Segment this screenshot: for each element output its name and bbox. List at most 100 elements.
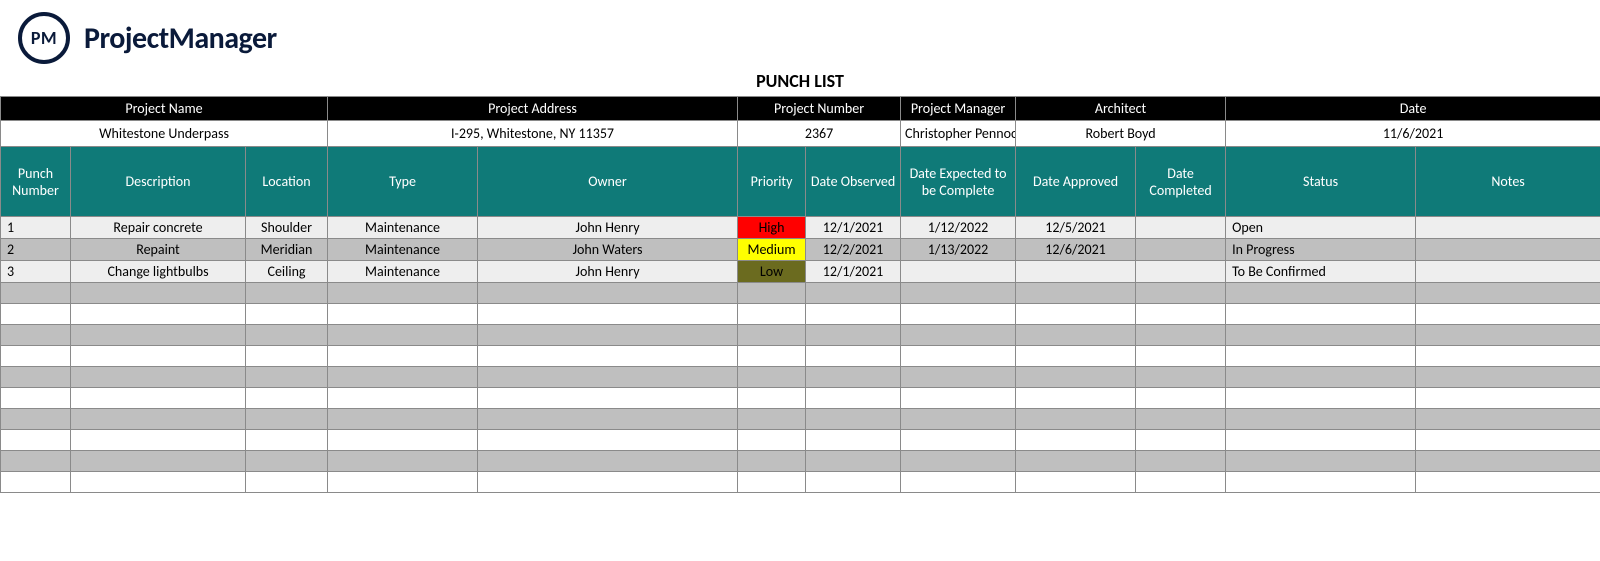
cell-empty[interactable] [246, 346, 328, 367]
cell-empty[interactable] [806, 304, 901, 325]
cell-empty[interactable] [901, 430, 1016, 451]
table-row-empty[interactable] [1, 451, 1600, 472]
cell-empty[interactable] [1416, 325, 1600, 346]
value-date[interactable]: 11/6/2021 [1226, 121, 1600, 147]
cell-empty[interactable] [478, 283, 738, 304]
cell-empty[interactable] [1416, 430, 1600, 451]
cell-date-completed[interactable] [1136, 261, 1226, 283]
cell-owner[interactable]: John Henry [478, 217, 738, 239]
table-row-empty[interactable] [1, 325, 1600, 346]
cell-empty[interactable] [246, 367, 328, 388]
cell-empty[interactable] [71, 451, 246, 472]
cell-empty[interactable] [806, 451, 901, 472]
cell-empty[interactable] [806, 388, 901, 409]
cell-empty[interactable] [71, 388, 246, 409]
cell-empty[interactable] [1136, 304, 1226, 325]
cell-empty[interactable] [1226, 304, 1416, 325]
cell-empty[interactable] [328, 409, 478, 430]
cell-empty[interactable] [1136, 388, 1226, 409]
cell-date-completed[interactable] [1136, 217, 1226, 239]
cell-empty[interactable] [1416, 409, 1600, 430]
table-row-empty[interactable] [1, 430, 1600, 451]
cell-empty[interactable] [901, 409, 1016, 430]
cell-empty[interactable] [478, 325, 738, 346]
cell-empty[interactable] [738, 451, 806, 472]
cell-empty[interactable] [478, 367, 738, 388]
table-row-empty[interactable] [1, 472, 1600, 493]
cell-empty[interactable] [1, 283, 71, 304]
cell-empty[interactable] [71, 472, 246, 493]
cell-owner[interactable]: John Waters [478, 239, 738, 261]
cell-empty[interactable] [328, 367, 478, 388]
cell-empty[interactable] [1, 472, 71, 493]
value-project-number[interactable]: 2367 [738, 121, 901, 147]
cell-empty[interactable] [806, 409, 901, 430]
cell-description[interactable]: Change lightbulbs [71, 261, 246, 283]
cell-empty[interactable] [1016, 283, 1136, 304]
table-row[interactable]: 2RepaintMeridianMaintenanceJohn WatersMe… [1, 239, 1600, 261]
cell-date-expected[interactable]: 1/12/2022 [901, 217, 1016, 239]
cell-type[interactable]: Maintenance [328, 217, 478, 239]
cell-empty[interactable] [1136, 367, 1226, 388]
cell-empty[interactable] [1136, 451, 1226, 472]
cell-empty[interactable] [738, 346, 806, 367]
cell-punch-number[interactable]: 3 [1, 261, 71, 283]
cell-priority[interactable]: High [738, 217, 806, 239]
cell-description[interactable]: Repair concrete [71, 217, 246, 239]
cell-empty[interactable] [806, 283, 901, 304]
cell-empty[interactable] [1416, 346, 1600, 367]
cell-date-observed[interactable]: 12/1/2021 [806, 217, 901, 239]
cell-empty[interactable] [1, 367, 71, 388]
table-row-empty[interactable] [1, 283, 1600, 304]
table-row[interactable]: 3Change lightbulbsCeilingMaintenanceJohn… [1, 261, 1600, 283]
value-architect[interactable]: Robert Boyd [1016, 121, 1226, 147]
cell-status[interactable]: In Progress [1226, 239, 1416, 261]
cell-empty[interactable] [1016, 472, 1136, 493]
cell-empty[interactable] [1, 346, 71, 367]
table-row-empty[interactable] [1, 304, 1600, 325]
cell-owner[interactable]: John Henry [478, 261, 738, 283]
cell-empty[interactable] [328, 451, 478, 472]
cell-empty[interactable] [901, 283, 1016, 304]
cell-empty[interactable] [1136, 472, 1226, 493]
cell-empty[interactable] [1, 325, 71, 346]
cell-status[interactable]: Open [1226, 217, 1416, 239]
cell-location[interactable]: Shoulder [246, 217, 328, 239]
cell-empty[interactable] [738, 430, 806, 451]
cell-priority[interactable]: Medium [738, 239, 806, 261]
cell-empty[interactable] [1136, 346, 1226, 367]
cell-empty[interactable] [806, 472, 901, 493]
cell-empty[interactable] [246, 430, 328, 451]
cell-type[interactable]: Maintenance [328, 261, 478, 283]
cell-empty[interactable] [1, 388, 71, 409]
table-row[interactable]: 1Repair concreteShoulderMaintenanceJohn … [1, 217, 1600, 239]
cell-date-approved[interactable] [1016, 261, 1136, 283]
cell-empty[interactable] [1226, 451, 1416, 472]
cell-empty[interactable] [328, 346, 478, 367]
cell-date-observed[interactable]: 12/1/2021 [806, 261, 901, 283]
cell-type[interactable]: Maintenance [328, 239, 478, 261]
cell-empty[interactable] [478, 388, 738, 409]
cell-empty[interactable] [328, 304, 478, 325]
cell-empty[interactable] [1226, 325, 1416, 346]
cell-empty[interactable] [71, 367, 246, 388]
cell-empty[interactable] [738, 472, 806, 493]
cell-empty[interactable] [246, 283, 328, 304]
cell-empty[interactable] [246, 409, 328, 430]
cell-empty[interactable] [1136, 409, 1226, 430]
cell-empty[interactable] [806, 325, 901, 346]
cell-empty[interactable] [1016, 388, 1136, 409]
cell-empty[interactable] [71, 304, 246, 325]
cell-empty[interactable] [1226, 472, 1416, 493]
cell-empty[interactable] [1016, 304, 1136, 325]
cell-empty[interactable] [901, 367, 1016, 388]
table-row-empty[interactable] [1, 346, 1600, 367]
cell-empty[interactable] [71, 409, 246, 430]
cell-empty[interactable] [246, 325, 328, 346]
table-row-empty[interactable] [1, 409, 1600, 430]
cell-empty[interactable] [1416, 388, 1600, 409]
cell-empty[interactable] [1, 430, 71, 451]
cell-empty[interactable] [71, 283, 246, 304]
table-row-empty[interactable] [1, 367, 1600, 388]
cell-empty[interactable] [1416, 367, 1600, 388]
